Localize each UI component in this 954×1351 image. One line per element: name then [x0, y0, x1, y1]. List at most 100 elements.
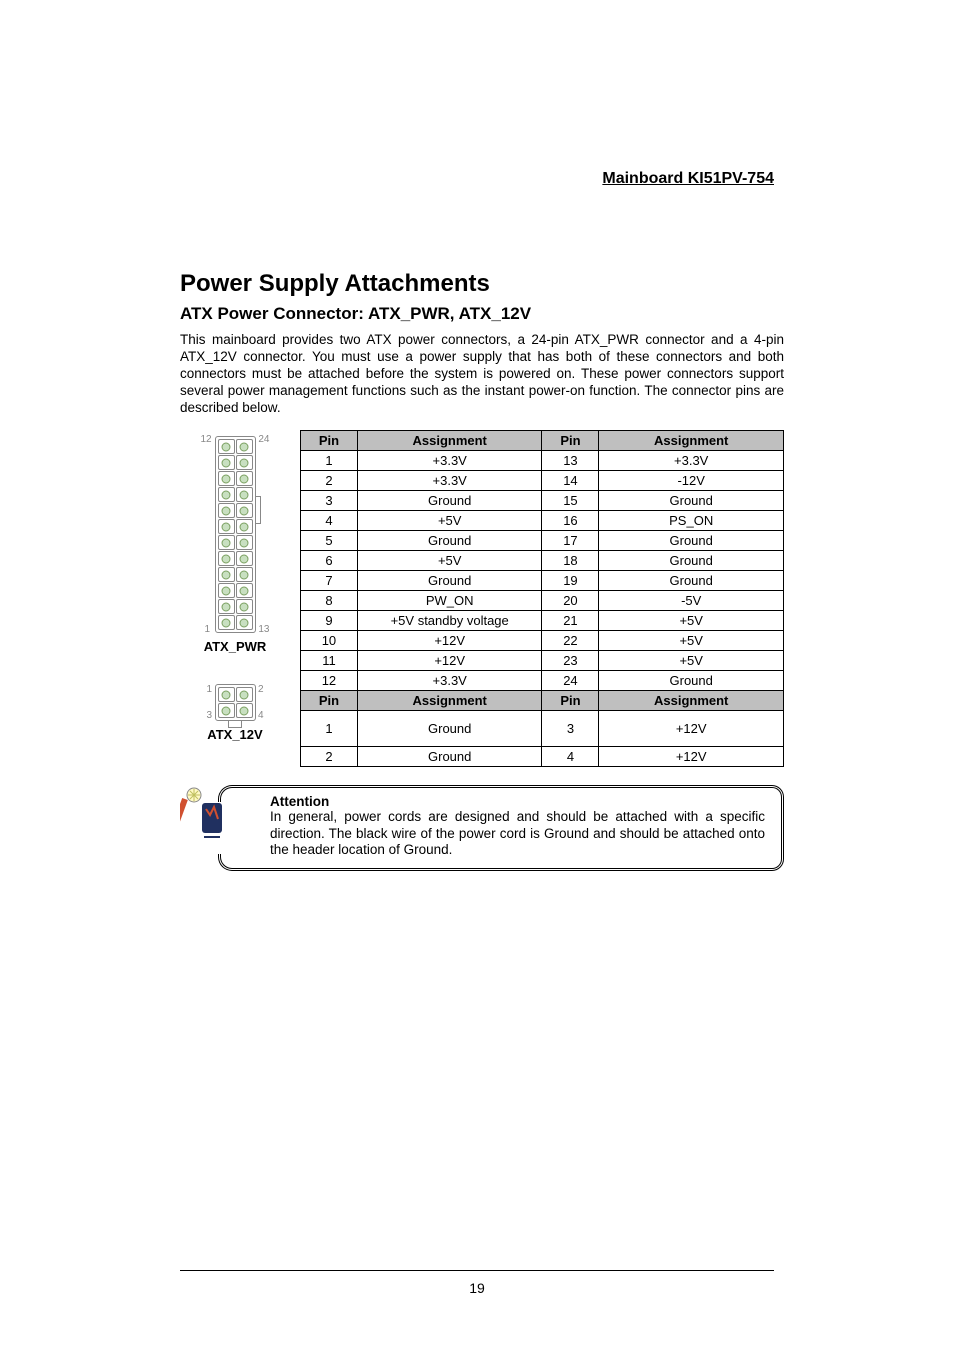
cell-pin: 1	[301, 711, 358, 747]
cell-pin: 11	[301, 651, 358, 671]
connector-pin	[236, 615, 253, 630]
cell-assignment: PS_ON	[599, 511, 784, 531]
table-row: 6+5V18Ground	[301, 551, 784, 571]
connector-pin	[218, 687, 235, 702]
connector-pin	[218, 439, 235, 454]
table-row: 12+3.3V24Ground	[301, 671, 784, 691]
th-assignment: Assignment	[599, 691, 784, 711]
page-number: 19	[0, 1280, 954, 1296]
cell-assignment: +3.3V	[599, 451, 784, 471]
connector-pin	[236, 487, 253, 502]
table-row: 8PW_ON20-5V	[301, 591, 784, 611]
th-pin: Pin	[301, 431, 358, 451]
cell-assignment: Ground	[357, 711, 542, 747]
attention-frame: Attention In general, power cords are de…	[240, 785, 784, 871]
connector-pin	[218, 455, 235, 470]
section-h2: ATX Power Connector: ATX_PWR, ATX_12V	[180, 304, 784, 324]
atx-pwr-diagram: 12 24 1 13	[215, 436, 256, 633]
atx-pwr-table: Pin Assignment Pin Assignment 1+3.3V13+3…	[300, 430, 784, 767]
table-row: 11+12V23+5V	[301, 651, 784, 671]
cell-pin: 2	[301, 471, 358, 491]
section-body: This mainboard provides two ATX power co…	[180, 332, 784, 416]
connector-pin	[236, 551, 253, 566]
connector-pin	[218, 551, 235, 566]
cell-assignment: +3.3V	[357, 451, 542, 471]
cell-assignment: -12V	[599, 471, 784, 491]
page-header: Mainboard KI51PV-754	[602, 170, 774, 188]
pin-label-1: 1	[205, 624, 211, 635]
cell-assignment: Ground	[357, 747, 542, 767]
cell-pin: 22	[542, 631, 599, 651]
connector-pin	[218, 535, 235, 550]
pin-label-3b: 3	[207, 710, 213, 721]
table-row: 2Ground4+12V	[301, 747, 784, 767]
cell-pin: 23	[542, 651, 599, 671]
connector-pin	[236, 503, 253, 518]
connector-pin	[218, 567, 235, 582]
attention-text: In general, power cords are designed and…	[270, 809, 765, 858]
cell-pin: 19	[542, 571, 599, 591]
cell-pin: 1	[301, 451, 358, 471]
cell-pin: 16	[542, 511, 599, 531]
connector-pin	[236, 703, 253, 718]
atx-12v-caption: ATX_12V	[207, 727, 262, 742]
connector-pin	[236, 535, 253, 550]
connector-pin	[218, 503, 235, 518]
cell-pin: 5	[301, 531, 358, 551]
cell-assignment: Ground	[599, 531, 784, 551]
cell-assignment: Ground	[599, 491, 784, 511]
cell-pin: 12	[301, 671, 358, 691]
cell-pin: 13	[542, 451, 599, 471]
page: Mainboard KI51PV-754 Power Supply Attach…	[0, 0, 954, 1351]
cell-pin: 21	[542, 611, 599, 631]
pin-label-1b: 1	[207, 684, 213, 695]
atx-pwr-caption: ATX_PWR	[204, 639, 267, 654]
table-row: 1Ground3+12V	[301, 711, 784, 747]
connector-pin	[218, 599, 235, 614]
connector-pin	[218, 703, 235, 718]
connector-pin	[236, 687, 253, 702]
cell-assignment: Ground	[599, 671, 784, 691]
connector-pin	[236, 471, 253, 486]
cell-pin: 4	[542, 747, 599, 767]
cell-pin: 14	[542, 471, 599, 491]
cell-pin: 15	[542, 491, 599, 511]
section-h1: Power Supply Attachments	[180, 270, 784, 298]
cell-pin: 20	[542, 591, 599, 611]
key-notch-icon	[256, 496, 261, 524]
cell-pin: 24	[542, 671, 599, 691]
cell-assignment: +12V	[599, 711, 784, 747]
connector-pin	[218, 487, 235, 502]
cell-pin: 7	[301, 571, 358, 591]
cell-assignment: +5V	[357, 511, 542, 531]
pin-label-13: 13	[258, 624, 269, 635]
pin-label-24: 24	[258, 434, 269, 445]
attention-title: Attention	[270, 794, 765, 809]
table-row: 5Ground17Ground	[301, 531, 784, 551]
cell-assignment: PW_ON	[357, 591, 542, 611]
cell-assignment: +3.3V	[357, 671, 542, 691]
connector-pin	[236, 599, 253, 614]
connector-pin	[236, 567, 253, 582]
cell-assignment: +5V	[599, 651, 784, 671]
pin-tables: Pin Assignment Pin Assignment 1+3.3V13+3…	[300, 430, 784, 767]
cell-assignment: +3.3V	[357, 471, 542, 491]
cell-assignment: +12V	[357, 631, 542, 651]
cell-pin: 8	[301, 591, 358, 611]
cell-pin: 3	[301, 491, 358, 511]
cell-assignment: +5V standby voltage	[357, 611, 542, 631]
connector-pin	[236, 583, 253, 598]
table-row: 1+3.3V13+3.3V	[301, 451, 784, 471]
connector-pin	[236, 439, 253, 454]
cell-pin: 6	[301, 551, 358, 571]
atx-12v-diagram: 1 2 3 4	[215, 684, 256, 721]
th-pin: Pin	[301, 691, 358, 711]
cell-assignment: +5V	[599, 631, 784, 651]
cell-pin: 2	[301, 747, 358, 767]
connector-diagrams: 12 24 1 13 ATX_PWR 1 2 3 4 ATX_12V	[180, 430, 290, 767]
th-assignment: Assignment	[357, 431, 542, 451]
cell-pin: 4	[301, 511, 358, 531]
cell-pin: 10	[301, 631, 358, 651]
cell-assignment: Ground	[599, 551, 784, 571]
table-row: 2+3.3V14-12V	[301, 471, 784, 491]
